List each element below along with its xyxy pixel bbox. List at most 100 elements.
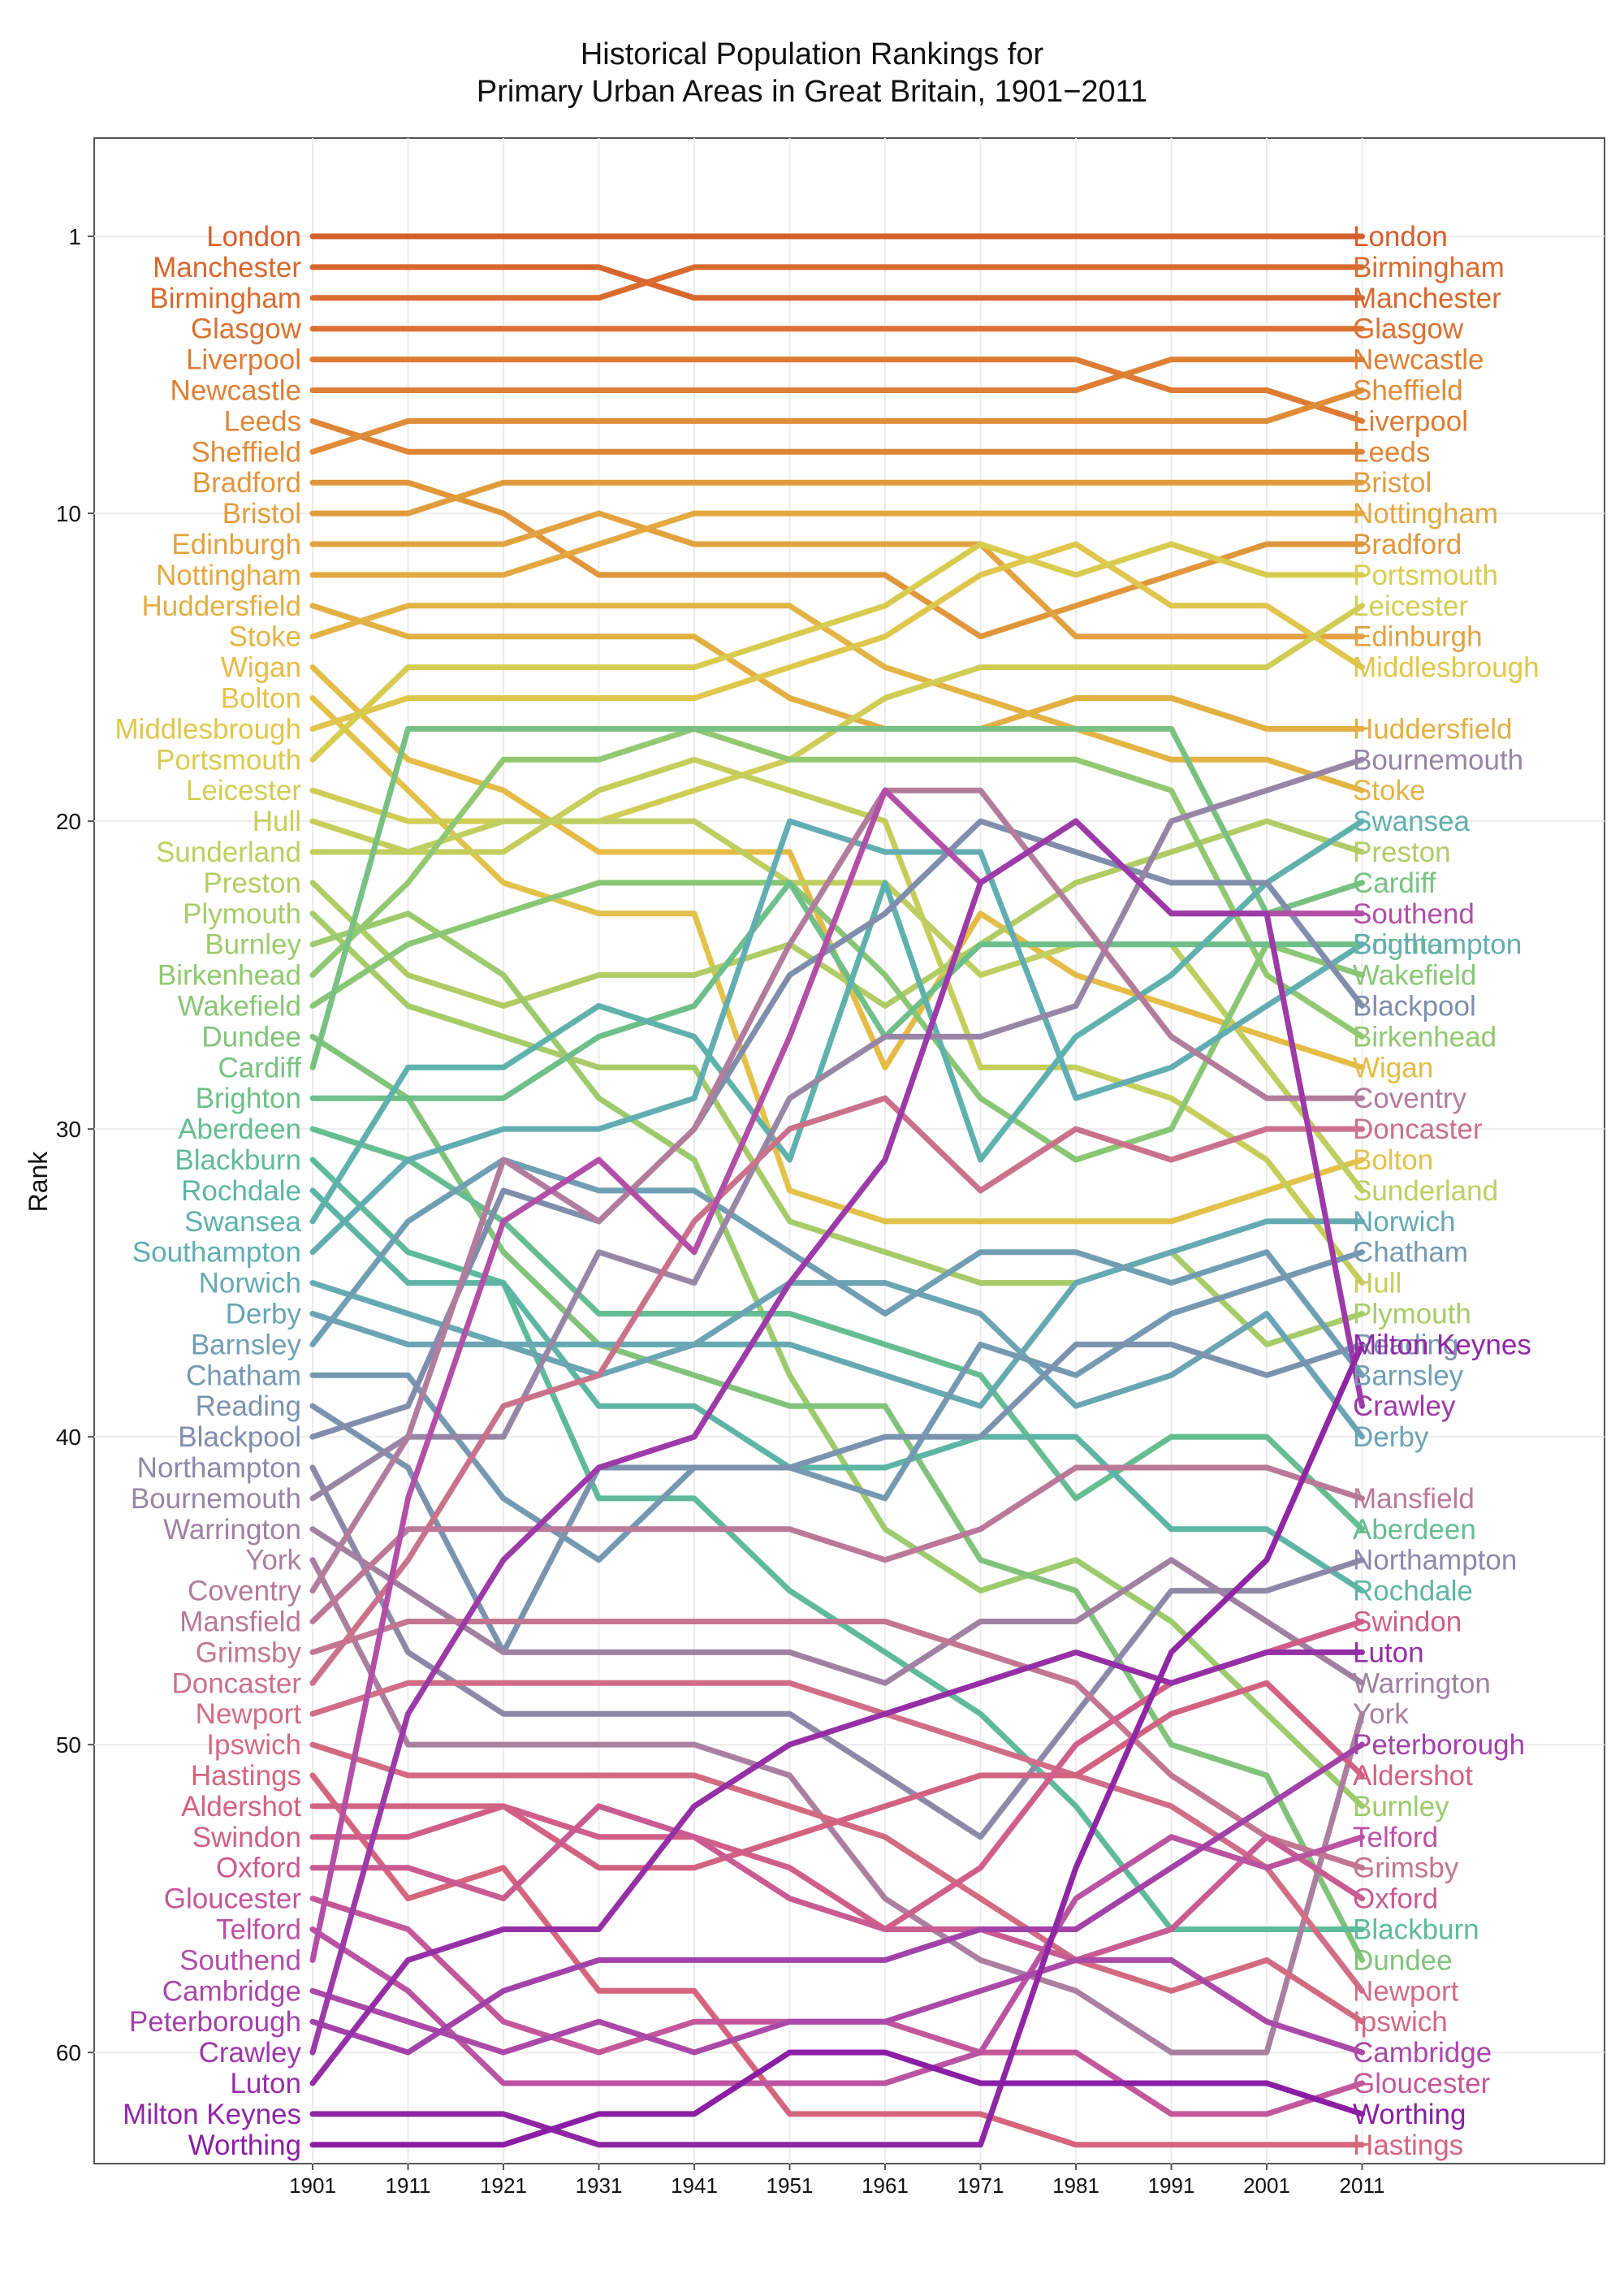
y-axis: 1 10 20 30 40 50 60 Rank — [24, 224, 94, 2065]
left-label: Coventry — [188, 1576, 302, 1607]
right-label: Bradford — [1353, 529, 1462, 560]
right-label: Aberdeen — [1353, 1514, 1476, 1546]
left-label: Plymouth — [183, 898, 301, 930]
right-label: Hastings — [1353, 2130, 1463, 2161]
right-label: Norwich — [1353, 1206, 1455, 1238]
left-label: Aldershot — [181, 1791, 301, 1823]
series-line-aldershot — [309, 1680, 1365, 1871]
right-label: Liverpool — [1353, 405, 1468, 437]
left-label: Burnley — [205, 929, 301, 961]
right-label: Southampton — [1353, 929, 1522, 961]
left-label: Chatham — [186, 1360, 301, 1391]
right-label: Stoke — [1353, 775, 1426, 806]
y-tick-label: 20 — [56, 809, 81, 834]
series-line-manchester — [309, 264, 1365, 301]
series-line-hull — [309, 756, 1365, 1286]
right-label: Glasgow — [1353, 313, 1464, 345]
left-label: Crawley — [199, 2037, 302, 2069]
left-label: Cambridge — [162, 1975, 301, 2007]
series-line-preston — [309, 818, 1365, 1009]
left-label: Sunderland — [156, 837, 301, 868]
y-tick-label: 40 — [56, 1425, 81, 1450]
right-label: Telford — [1353, 1822, 1438, 1853]
right-label: Rochdale — [1353, 1576, 1473, 1607]
right-label: Sunderland — [1353, 1175, 1498, 1207]
series-line-peterborough — [309, 1741, 1365, 2056]
right-label: Grimsby — [1353, 1853, 1459, 1884]
left-label: Reading — [196, 1390, 301, 1422]
series-line-sunderland — [309, 818, 1365, 1194]
series-line-luton — [309, 1649, 1365, 2086]
series-line-crawley — [309, 818, 1365, 2056]
series-line-plymouth — [309, 910, 1365, 1347]
series-line-norwich — [309, 1218, 1365, 1409]
left-label: Ipswich — [206, 1729, 301, 1761]
left-label: Brighton — [196, 1083, 301, 1114]
series-line-bradford — [309, 479, 1365, 640]
left-label: Aberdeen — [178, 1113, 301, 1145]
right-label: Leeds — [1353, 436, 1430, 468]
right-label: Cambridge — [1353, 2037, 1492, 2069]
y-tick-label: 60 — [56, 2040, 81, 2065]
right-label: Hull — [1353, 1268, 1402, 1299]
left-label: Manchester — [153, 252, 301, 283]
left-label: Warrington — [163, 1514, 301, 1546]
right-label: Newport — [1353, 1975, 1459, 2007]
series-line-grimsby — [309, 1619, 1365, 1871]
left-label: Worthing — [188, 2130, 301, 2161]
x-tick-label: 1931 — [576, 2173, 623, 2198]
series-line-liverpool — [309, 357, 1365, 424]
left-label: Mansfield — [179, 1606, 301, 1638]
left-label: Sheffield — [191, 436, 301, 468]
right-label: Crawley — [1353, 1390, 1456, 1422]
series-line-newport — [309, 1680, 1365, 1994]
right-label: Huddersfield — [1353, 713, 1513, 745]
series-line-cambridge — [309, 1957, 1365, 2056]
left-label: Leicester — [186, 775, 301, 806]
left-label: Bournemouth — [131, 1483, 301, 1515]
right-label: Manchester — [1353, 283, 1501, 314]
x-tick-label: 1961 — [862, 2173, 909, 2198]
right-label: Luton — [1353, 1637, 1424, 1668]
series-line-oxford — [309, 1803, 1365, 1963]
series-line-milton-keynes — [309, 1341, 1365, 2148]
series-line-sheffield — [309, 387, 1365, 455]
right-label: Northampton — [1353, 1545, 1517, 1576]
left-label: Wigan — [221, 652, 301, 684]
left-label: Doncaster — [171, 1667, 301, 1699]
right-label: Coventry — [1353, 1083, 1467, 1114]
chart-title-line-1: Historical Population Rankings for — [580, 37, 1044, 71]
right-label: Blackburn — [1353, 1914, 1479, 1946]
y-axis-label: Rank — [24, 1151, 53, 1213]
series-line-birkenhead — [309, 725, 1365, 1040]
left-label: Southend — [179, 1944, 301, 1976]
right-label: Wigan — [1353, 1052, 1433, 1083]
series-line-telford — [309, 1834, 1365, 2086]
series-line-york — [309, 1557, 1365, 2056]
right-label: Chatham — [1353, 1237, 1468, 1269]
series-line-huddersfield — [309, 603, 1365, 732]
left-label: Barnsley — [191, 1329, 302, 1360]
left-labels: LondonManchesterBirminghamGlasgowLiverpo… — [114, 221, 301, 2161]
right-label: Mansfield — [1353, 1483, 1475, 1515]
left-label: Gloucester — [164, 1883, 302, 1915]
x-tick-label: 1941 — [671, 2173, 718, 2198]
left-label: Glasgow — [191, 313, 302, 345]
right-label: London — [1353, 221, 1448, 253]
series-line-southampton — [309, 818, 1365, 1256]
right-label: Dundee — [1353, 1944, 1453, 1976]
series-line-doncaster — [309, 1095, 1365, 1686]
series-lines — [309, 233, 1365, 2148]
right-label: Swansea — [1353, 806, 1471, 837]
left-label: Derby — [226, 1299, 302, 1330]
left-label: Birkenhead — [158, 960, 301, 992]
right-label: Brighton — [1353, 929, 1458, 961]
left-label: Huddersfield — [142, 590, 302, 622]
left-label: Swansea — [184, 1206, 302, 1238]
right-label: Southend — [1353, 898, 1475, 930]
left-label: Bolton — [221, 683, 301, 715]
right-label: York — [1353, 1698, 1409, 1730]
left-label: Rochdale — [181, 1175, 301, 1207]
series-line-birmingham — [309, 264, 1365, 301]
x-axis: 1901 1911 1921 1931 1941 1951 1961 1971 1981 1991… — [289, 2164, 1384, 2198]
